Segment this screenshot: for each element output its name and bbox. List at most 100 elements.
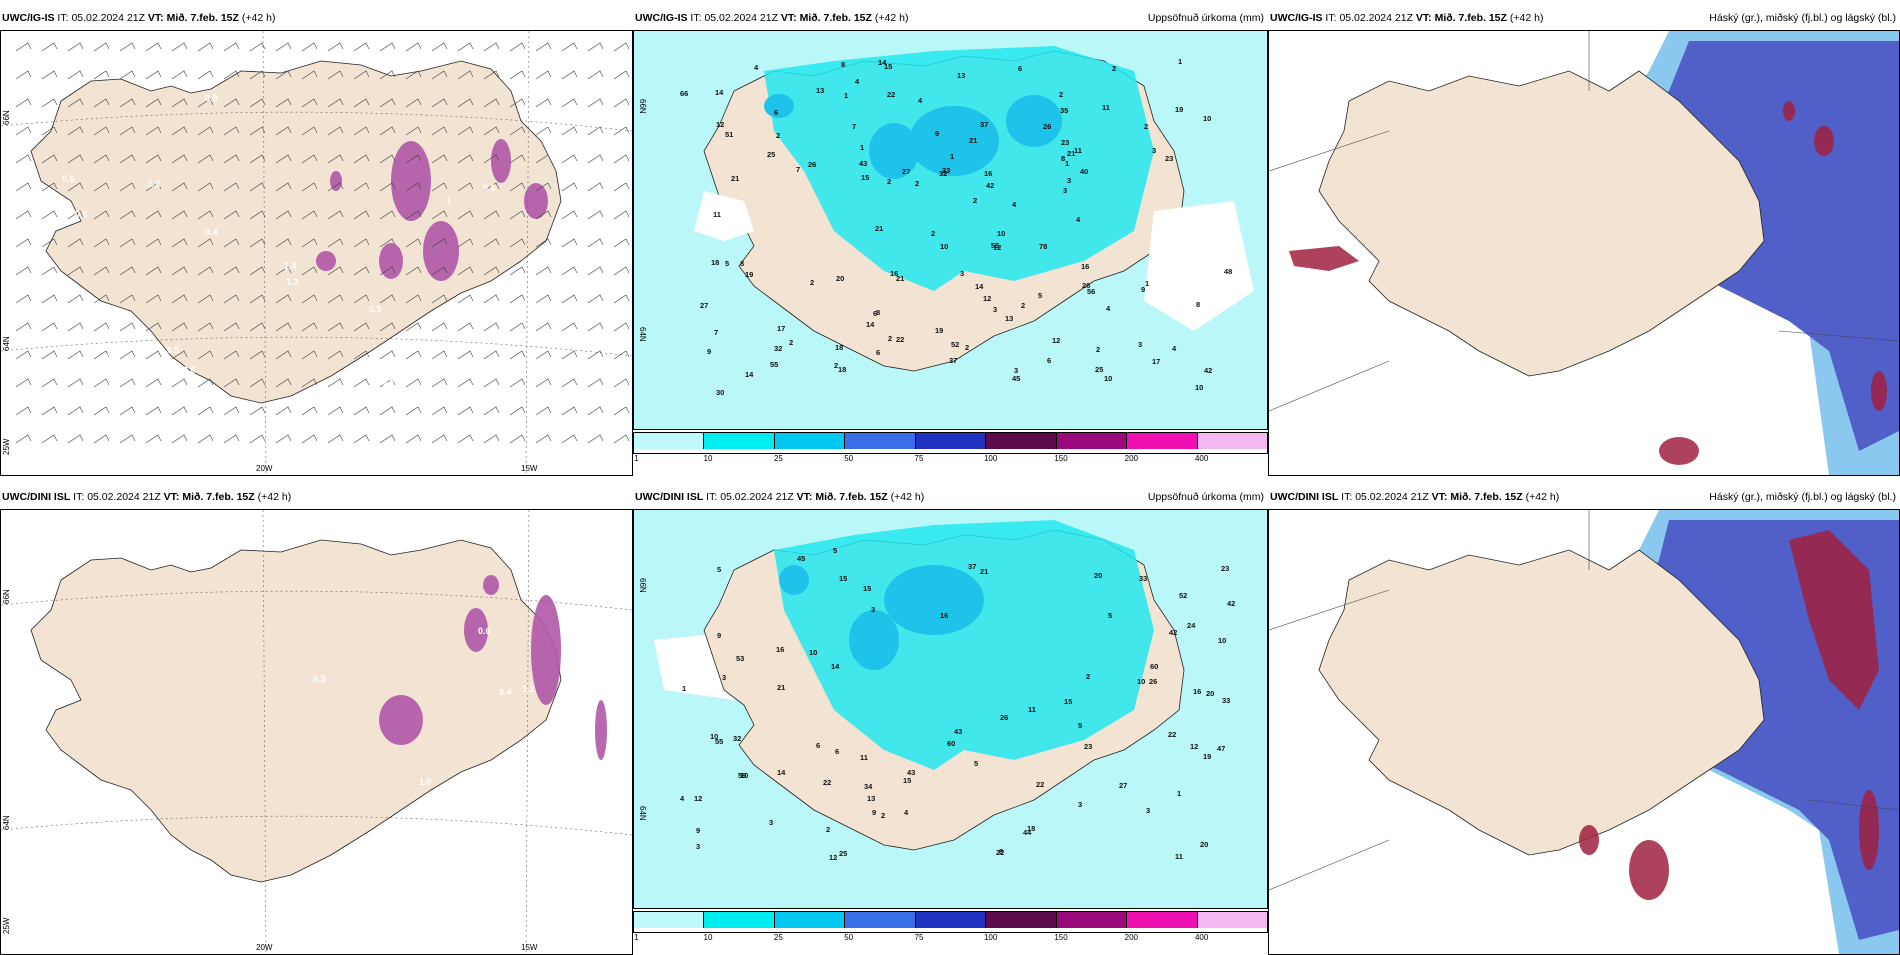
value-label: 43	[859, 159, 867, 168]
colorbar-label: 400	[1194, 454, 1209, 463]
lat-label: 25W	[2, 917, 11, 934]
value-label: 14	[831, 662, 840, 671]
precip-contours	[774, 520, 1154, 770]
colorbar-label: 75	[914, 454, 924, 463]
value-label: 5	[974, 759, 978, 768]
value-label: 11	[713, 210, 721, 219]
value-label: 1	[860, 143, 864, 152]
value-label: 13	[1005, 314, 1013, 323]
value-label: 3	[1078, 800, 1082, 809]
value-label: 14	[715, 88, 724, 97]
value-label: 10	[1218, 636, 1226, 645]
value-label: 23	[1165, 154, 1173, 163]
value-label: 26	[1000, 713, 1008, 722]
value-label: 0.4	[205, 227, 218, 237]
value-label: 0.5	[369, 304, 382, 314]
value-label: 37	[949, 356, 957, 365]
colorbar-label: 200	[1124, 454, 1139, 463]
value-label: 2	[826, 825, 830, 834]
lat-label: 64N	[2, 336, 11, 351]
value-label: 11	[1175, 852, 1183, 861]
value-label: 4	[1076, 215, 1081, 224]
value-label: 16	[984, 169, 992, 178]
lat-label: 64N	[638, 806, 647, 821]
colorbar-label: 25	[773, 454, 783, 463]
value-label: 6	[774, 108, 778, 117]
colorbar-label: 75	[914, 933, 924, 942]
colorbar-segment	[1056, 912, 1128, 928]
panel-header: UWC/IG-IS IT: 05.02.2024 21Z VT: Mið. 7.…	[635, 12, 909, 24]
value-label: 55	[715, 737, 723, 746]
value-label: 3	[1138, 340, 1142, 349]
value-label: 9	[707, 347, 711, 356]
lon-label: 20W	[256, 943, 273, 952]
value-label: 16	[776, 645, 784, 654]
value-label: 0.6	[483, 183, 496, 193]
value-label: 6	[873, 309, 877, 318]
value-label: 16	[1193, 687, 1201, 696]
value-label: 18	[835, 343, 843, 352]
panel-header: UWC/DINI ISL IT: 05.02.2024 21Z VT: Mið.…	[2, 491, 292, 503]
value-label: 11	[860, 753, 868, 762]
colorbar-segment	[1127, 912, 1198, 928]
value-label: 1.4	[284, 261, 297, 271]
lat-label: 66N	[2, 589, 11, 604]
value-label: 14	[975, 282, 984, 291]
colorbar-segment	[915, 433, 987, 449]
value-label: 47	[1217, 744, 1225, 753]
value-label: 27	[1119, 781, 1127, 790]
value-label: 20	[1094, 571, 1102, 580]
value-label: 3	[722, 673, 726, 682]
colorbar-segment	[704, 433, 775, 449]
value-label: 3	[1063, 186, 1067, 195]
value-label: 37	[968, 562, 976, 571]
colorbar-segment	[774, 912, 846, 928]
precip-contours	[764, 46, 1154, 291]
value-label: 21	[731, 174, 739, 183]
colorbar-labels: 1 10 25 50 75 100 150 200 400	[633, 933, 1266, 945]
value-label: 2	[789, 338, 793, 347]
value-label: 1	[844, 91, 848, 100]
colorbar-segment	[845, 433, 916, 449]
value-label: 1	[950, 152, 954, 161]
iceland-landmass	[30, 539, 562, 883]
value-label: 13	[957, 71, 965, 80]
value-label: 21	[875, 224, 883, 233]
value-label: 8	[1196, 300, 1200, 309]
value-label: 37	[980, 120, 988, 129]
value-label: 3	[1014, 366, 1018, 375]
value-label: 22	[896, 335, 904, 344]
value-label: 6	[835, 747, 839, 756]
colorbar-label: 1	[634, 933, 639, 942]
value-label: 1.2	[582, 799, 595, 809]
value-label: 15	[884, 62, 892, 71]
colorbar	[633, 432, 1268, 454]
grid-lines	[1, 510, 632, 954]
value-label: 6	[816, 741, 820, 750]
value-label: 8	[876, 308, 880, 317]
value-label: 1	[446, 196, 451, 206]
value-label: 2	[1059, 90, 1063, 99]
panel-title: Háský (gr.), miðský (fj.bl.) og lágský (…	[1709, 12, 1896, 24]
value-label: 2	[915, 179, 919, 188]
colorbar-segment	[915, 912, 987, 928]
value-label: 7	[796, 165, 800, 174]
precip-map: 1010991220116345371211102260475559605233…	[634, 510, 1267, 908]
value-label: 1.2	[522, 684, 535, 694]
panel-header: UWC/IG-IS IT: 05.02.2024 21Z VT: Mið. 7.…	[2, 12, 276, 24]
panel-header: UWC/IG-IS IT: 05.02.2024 21Z VT: Mið. 7.…	[1270, 12, 1544, 24]
value-label: 22	[1036, 780, 1044, 789]
colorbar-label: 1	[634, 454, 639, 463]
value-label: 10	[1104, 374, 1112, 383]
value-label: 3	[871, 605, 875, 614]
value-label: 2	[1086, 672, 1090, 681]
value-label: 2	[965, 343, 969, 352]
value-label: 22	[1168, 730, 1176, 739]
value-label: 25	[767, 150, 775, 159]
value-label: 10	[997, 229, 1005, 238]
colorbar-label: 150	[1054, 933, 1068, 942]
panel-ig-ptype: UWC/IG-IS IT: 05.02.2024 21Z VT: Mið. 7.…	[1268, 10, 1900, 476]
value-label: 23	[942, 166, 950, 175]
value-label: 2	[887, 177, 891, 186]
colorbar-label: 200	[1124, 933, 1139, 942]
